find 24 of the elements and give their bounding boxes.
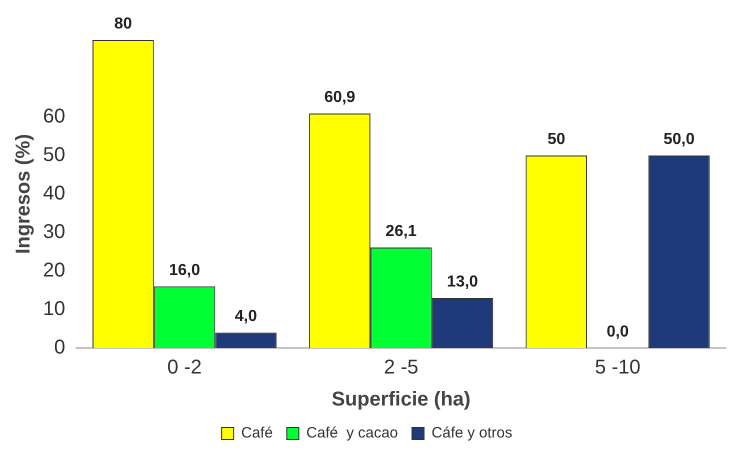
x-tick-label: 5 -10 [594, 356, 641, 379]
legend-label: Cáfe y otros [432, 424, 512, 442]
data-label: 16,0 [168, 262, 200, 279]
data-label: 50 [547, 130, 566, 148]
y-axis-title: Ingresos (%) [12, 134, 35, 254]
y-tick-label: 40 [42, 182, 66, 205]
y-tick-label: 10 [42, 298, 66, 320]
x-tick-label: 2 -5 [384, 356, 418, 379]
data-label: 80 [114, 15, 132, 32]
data-label: 26,1 [386, 222, 417, 240]
data-label: 50,0 [664, 130, 695, 148]
data-label: 13,0 [446, 273, 478, 290]
y-tick-label: 50 [42, 144, 66, 166]
x-axis-title: Superficie (ha) [332, 388, 471, 411]
y-tick-label: 60 [42, 106, 66, 128]
legend-label: Café [241, 424, 273, 442]
data-label: 60,9 [324, 88, 356, 106]
data-label: 4,0 [234, 308, 258, 326]
y-tick-label: 20 [42, 260, 66, 282]
y-tick-label: 30 [42, 221, 66, 244]
x-tick-label: 0 -2 [167, 356, 202, 379]
legend-label: Café y cacao [306, 424, 398, 442]
y-tick-label: 0 [54, 336, 66, 359]
data-label: 0,0 [606, 323, 629, 340]
